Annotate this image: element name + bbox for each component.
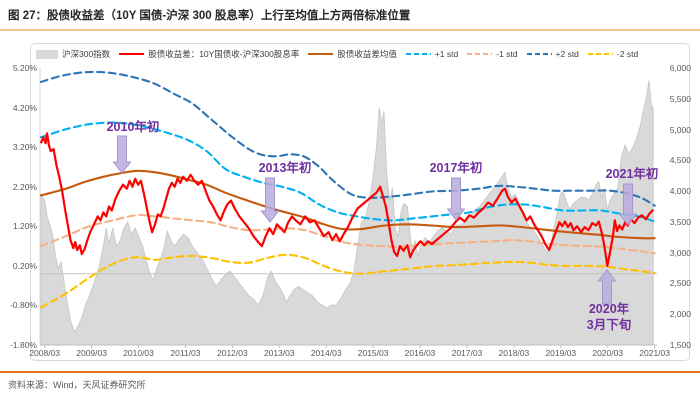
annotation-line: 2020年 <box>588 302 630 316</box>
legend-label: 股债收益差：10Y国债收-沪深300股息率 <box>148 49 300 59</box>
legend-swatch-solid <box>308 52 334 56</box>
x-tick-label: 2016/03 <box>404 348 436 358</box>
x-tick-label: 2017/03 <box>451 348 483 358</box>
x-tick-label: 2014/03 <box>310 348 342 358</box>
x-tick-label: 2018/03 <box>498 348 530 358</box>
annotation-arrow-1 <box>260 177 280 223</box>
annotation-line: 2021年初 <box>605 167 659 181</box>
x-tick-label: 2020/03 <box>592 348 624 358</box>
y-left-tick-label: 3.20% <box>12 142 37 153</box>
series-yield-spread <box>39 132 654 267</box>
series--2-std <box>39 253 656 309</box>
title-divider <box>0 29 700 31</box>
legend-swatch-dashed <box>587 52 613 56</box>
annotation-text-2: 2017年初 <box>396 160 516 176</box>
annotation-line: 2013年初 <box>258 161 312 175</box>
legend-item-5: +2 std <box>526 49 579 59</box>
x-tick-label: 2012/03 <box>216 348 248 358</box>
csi300-index-area <box>40 80 654 346</box>
annotation-line: 2017年初 <box>429 161 483 175</box>
x-tick-label: 2011/03 <box>170 348 201 358</box>
legend-swatch-solid <box>119 52 145 56</box>
annotation-text-1: 2013年初 <box>225 160 345 176</box>
y-left-tick-label: 0.20% <box>12 260 37 271</box>
legend-swatch-dashed <box>467 52 493 56</box>
x-tick-label: 2021/03 <box>639 348 670 358</box>
y-right-tick-label: 3,500 <box>669 216 691 227</box>
legend-label: 沪深300指数 <box>62 49 111 59</box>
y-right-tick-label: 4,500 <box>669 155 691 166</box>
y-right-tick-label: 2,000 <box>669 309 691 320</box>
annotation-arrow-3 <box>618 183 638 226</box>
legend-item-1: 股债收益差：10Y国债收-沪深300股息率 <box>119 48 299 60</box>
legend-label: -1 std <box>496 49 518 59</box>
y-left-tick-label: 5.20% <box>12 63 37 73</box>
y-right-tick-label: 4,000 <box>669 186 691 197</box>
legend-swatch-dashed <box>526 52 552 56</box>
legend-label: -2 std <box>616 49 639 59</box>
y-right-tick-label: 1,500 <box>669 340 691 350</box>
y-left-tick-label: 2.20% <box>12 181 37 192</box>
series-+2-std <box>39 70 656 207</box>
legend-item-2: 股债收益差均值 <box>308 48 397 60</box>
x-tick-label: 2008/03 <box>29 348 61 358</box>
annotation-arrow-4 <box>597 269 617 305</box>
legend-item-4: -1 std <box>467 49 518 59</box>
y-right-tick-label: 6,000 <box>669 63 691 73</box>
y-right-tick-label: 2,500 <box>669 278 691 289</box>
y-right-tick-label: 5,500 <box>669 93 691 104</box>
annotation-text-4: 2020年 3月下旬 <box>549 301 669 334</box>
legend-item-3: +1 std <box>405 49 459 59</box>
annotation-arrow-0 <box>112 135 132 174</box>
x-tick-label: 2010/03 <box>123 348 154 358</box>
legend-item-6: -2 std <box>587 49 639 59</box>
series-+1-std <box>39 121 656 223</box>
y-right-tick-label: 5,000 <box>669 124 691 135</box>
y-left-tick-label: 4.20% <box>12 102 37 113</box>
legend-label: +1 std <box>434 49 459 59</box>
x-tick-label: 2015/03 <box>357 348 389 358</box>
x-tick-label: 2013/03 <box>263 348 295 358</box>
annotation-text-3: 2021年初 <box>572 166 692 182</box>
x-tick-label: 2009/03 <box>76 348 107 358</box>
y-left-tick-label: 1.20% <box>12 221 37 232</box>
chart-legend: 沪深300指数 股债收益差：10Y国债收-沪深300股息率 股债收益差均值 +1 st… <box>36 47 688 61</box>
annotation-line: 2010年初 <box>106 120 160 134</box>
legend-swatch-dashed <box>405 52 431 56</box>
annotation-text-0: 2010年初 <box>73 119 193 135</box>
legend-swatch-area <box>36 49 58 59</box>
legend-label: 股债收益差均值 <box>337 49 397 59</box>
legend-item-0: 沪深300指数 <box>36 48 110 60</box>
y-left-tick-label: -0.80% <box>10 300 37 311</box>
footer-divider <box>0 371 700 373</box>
annotation-line: 3月下旬 <box>586 318 632 333</box>
x-tick-label: 2019/03 <box>545 348 577 358</box>
source-note: 资料来源：Wind，天风证券研究所 <box>8 380 146 390</box>
y-left-tick-label: -1.80% <box>10 340 37 350</box>
legend-label: +2 std <box>555 49 579 59</box>
figure-title: 图 27：股债收益差（10Y 国债-沪深 300 股息率）上行至均值上方两倍标准… <box>8 10 411 22</box>
annotation-arrow-2 <box>446 177 466 221</box>
series-股债收益差均值 <box>39 169 656 240</box>
y-right-tick-label: 3,000 <box>669 247 691 258</box>
series--1-std <box>39 213 656 255</box>
